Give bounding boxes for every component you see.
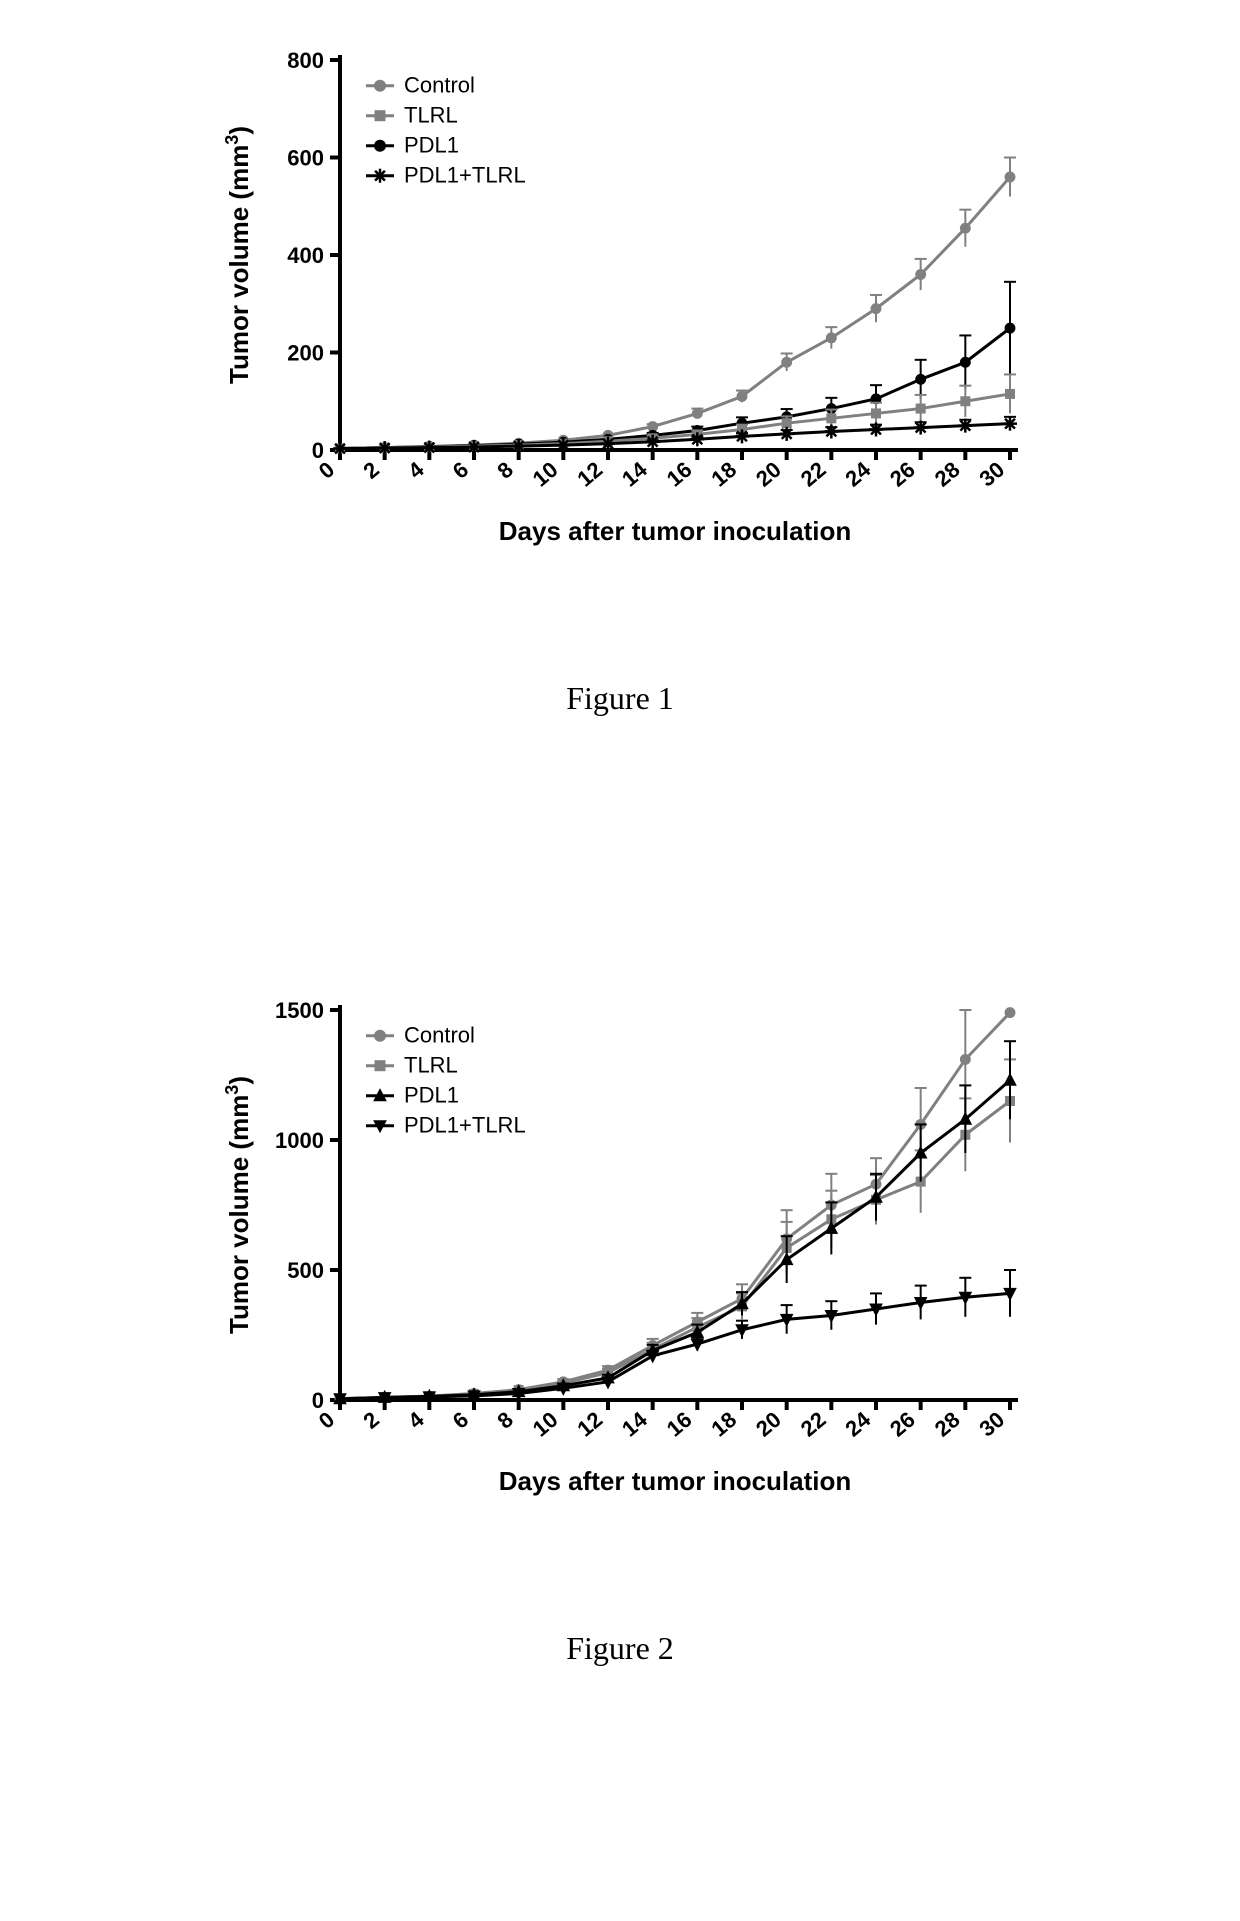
svg-text:PDL1+TLRL: PDL1+TLRL [404, 1113, 526, 1138]
svg-text:PDL1: PDL1 [404, 1083, 459, 1108]
figure-2-chart: 050010001500024681012141618202224262830D… [210, 990, 1030, 1510]
svg-text:PDL1: PDL1 [404, 133, 459, 158]
svg-text:PDL1+TLRL: PDL1+TLRL [404, 163, 526, 188]
svg-text:600: 600 [287, 146, 324, 171]
page: { "figure1": { "caption": "Figure 1", "c… [0, 0, 1240, 1921]
svg-text:500: 500 [287, 1258, 324, 1283]
svg-text:400: 400 [287, 243, 324, 268]
figure-1-chart: 0200400600800024681012141618202224262830… [210, 40, 1030, 560]
figure-1-wrap: 0200400600800024681012141618202224262830… [0, 40, 1240, 717]
svg-text:Tumor volume (mm3): Tumor volume (mm3) [222, 126, 254, 384]
svg-text:200: 200 [287, 341, 324, 366]
svg-text:Control: Control [404, 1023, 475, 1048]
figure-1-caption: Figure 1 [0, 680, 1240, 717]
svg-text:TLRL: TLRL [404, 103, 458, 128]
svg-text:Days after tumor inoculation: Days after tumor inoculation [499, 1466, 852, 1496]
figure-2-caption: Figure 2 [0, 1630, 1240, 1667]
svg-text:1500: 1500 [275, 998, 324, 1023]
svg-text:Tumor volume (mm3): Tumor volume (mm3) [222, 1076, 254, 1334]
svg-text:1000: 1000 [275, 1128, 324, 1153]
svg-text:TLRL: TLRL [404, 1053, 458, 1078]
svg-text:800: 800 [287, 48, 324, 73]
svg-text:Days after tumor inoculation: Days after tumor inoculation [499, 516, 852, 546]
figure-2-wrap: 050010001500024681012141618202224262830D… [0, 990, 1240, 1667]
svg-text:Control: Control [404, 73, 475, 98]
